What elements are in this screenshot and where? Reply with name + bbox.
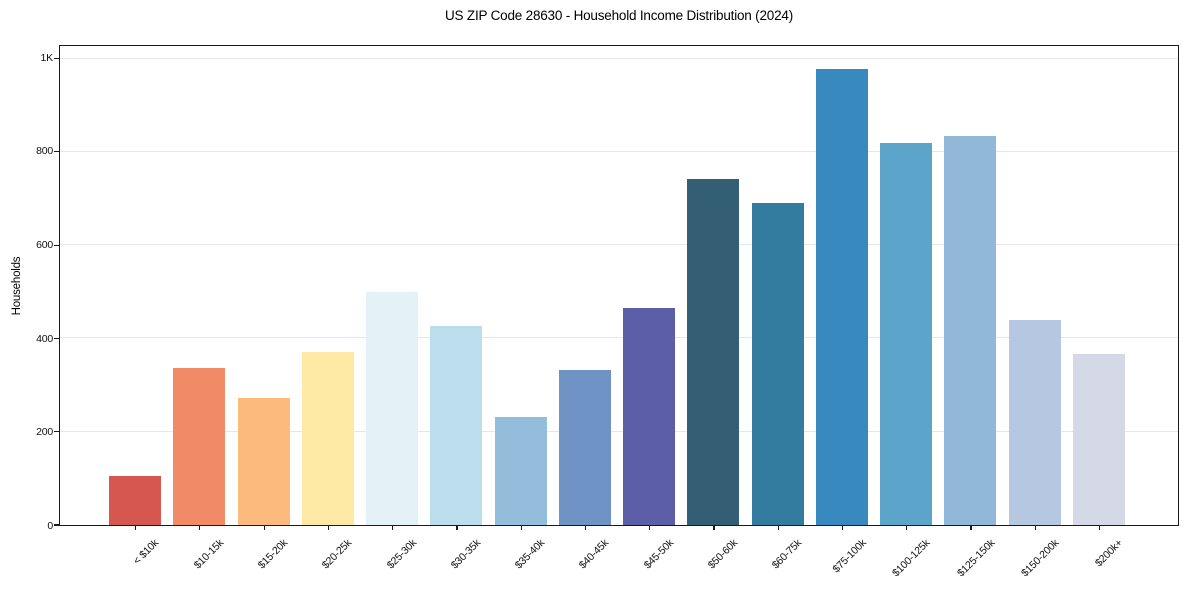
x-tick-mark <box>1034 525 1036 530</box>
bar <box>623 308 676 525</box>
bar <box>109 476 161 525</box>
bar-slot: $25-30k <box>366 46 419 571</box>
x-tick-label: $60-75k <box>769 537 805 572</box>
x-tick-label: $45-50k <box>641 537 676 572</box>
bar <box>687 178 740 525</box>
bar <box>1008 320 1061 525</box>
x-tick-mark <box>1098 525 1101 530</box>
y-axis-tick-labels: 0 200 400 600 800 1K <box>0 45 54 532</box>
x-tick-mark <box>649 525 651 530</box>
bar-slot: $20-25k <box>301 46 354 571</box>
y-tick-mark <box>53 337 59 340</box>
x-tick-label: $10-15k <box>191 537 226 572</box>
x-tick-mark <box>199 525 201 530</box>
x-tick-label: $30-35k <box>448 537 483 572</box>
bar-slot: $15-20k <box>237 46 290 571</box>
x-tick-mark <box>135 525 137 530</box>
bar <box>173 368 226 525</box>
bar-slot: $10-15k <box>173 46 226 571</box>
bar-slot: $200k+ <box>1072 46 1125 569</box>
x-tick-label: $25-30k <box>384 537 419 572</box>
x-tick-label: $50-60k <box>705 537 740 572</box>
bar <box>366 291 419 525</box>
bar <box>301 351 354 525</box>
y-tick-mark <box>53 151 59 153</box>
x-tick-mark <box>520 525 522 530</box>
gridline <box>60 337 1178 339</box>
x-tick-mark <box>713 525 715 530</box>
bars-container: < $10k $10-15k $15-20k $20-25k $25-30k $30-35… <box>109 46 1125 579</box>
gridline <box>60 150 1178 152</box>
bar-slot: $60-75k <box>751 46 804 571</box>
bar-slot: < $10k <box>109 46 161 567</box>
x-tick-mark <box>327 525 329 530</box>
bar <box>430 325 483 525</box>
x-tick-label: $125-150k <box>954 537 997 580</box>
x-tick-label: $150-200k <box>1018 537 1062 580</box>
x-tick-mark <box>970 525 972 530</box>
y-tick-mark <box>53 244 59 246</box>
x-tick-mark <box>392 525 394 530</box>
gridline <box>60 430 1178 432</box>
bar-slot: $35-40k <box>494 46 547 571</box>
x-tick-label: $100-125k <box>890 537 933 580</box>
x-tick-label: < $10k <box>131 537 162 568</box>
y-tick-mark <box>53 431 59 433</box>
bar-slot: $125-150k <box>944 46 997 579</box>
bar <box>880 143 933 525</box>
y-tick-mark <box>53 58 59 60</box>
x-tick-label: $35-40k <box>512 537 548 572</box>
y-tick-label: 400 <box>36 332 53 345</box>
x-tick-mark <box>777 525 779 530</box>
x-tick-mark <box>584 525 587 530</box>
bar <box>237 397 290 525</box>
x-tick-mark <box>263 525 265 530</box>
plot-area: < $10k $10-15k $15-20k $20-25k $25-30k $30-35… <box>53 45 1179 579</box>
x-tick-mark <box>906 525 908 530</box>
bar <box>751 202 804 525</box>
gridline <box>60 57 1178 59</box>
bar <box>815 68 868 525</box>
x-tick-label: $75-100k <box>830 537 869 576</box>
y-tick-label: 0 <box>47 520 53 532</box>
x-tick-mark <box>841 525 844 530</box>
y-tick-label: 800 <box>36 145 53 158</box>
bar <box>558 369 611 525</box>
bar-slot: $150-200k <box>1008 46 1061 579</box>
bar <box>494 417 547 525</box>
bar <box>1072 353 1125 525</box>
x-tick-label: $15-20k <box>255 537 291 572</box>
y-tick-label: 1K <box>40 51 54 64</box>
bar <box>944 135 997 525</box>
bar-slot: $75-100k <box>815 46 868 575</box>
chart-title: US ZIP Code 28630 - Household Income Dis… <box>445 8 793 23</box>
x-tick-label: $40-45k <box>577 537 612 572</box>
bar-slot: $40-45k <box>558 46 611 571</box>
y-tick-label: 600 <box>36 239 53 251</box>
x-tick-label: $20-25k <box>319 537 355 572</box>
x-tick-mark <box>456 525 458 530</box>
bar-slot: $100-125k <box>880 46 933 579</box>
x-tick-label: $200k+ <box>1093 537 1126 570</box>
y-tick-mark <box>53 524 59 526</box>
bar-slot: $45-50k <box>623 46 676 571</box>
y-tick-label: 200 <box>36 426 53 439</box>
bar-slot: $50-60k <box>687 46 740 571</box>
bar-slot: $30-35k <box>430 46 483 571</box>
gridline <box>60 244 1178 246</box>
